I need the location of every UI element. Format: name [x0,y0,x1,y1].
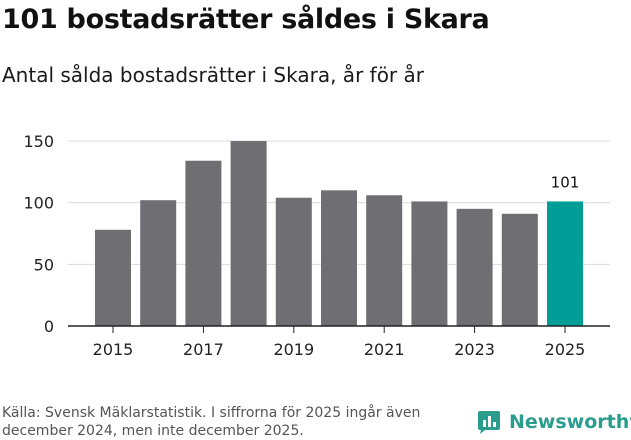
newsworthy-icon [478,411,500,434]
bar-chart: 0 50 100 150 2015 2017 2019 2021 2023 2025 101 [23,132,610,359]
bars [95,141,583,326]
x-tick-label-2025: 2025 [545,340,586,359]
data-labels: 101 [551,173,580,191]
x-tick-label-2015: 2015 [93,340,134,359]
bar-2017 [185,160,222,326]
x-tick-label-2017: 2017 [183,340,224,359]
chart-title: 101 bostadsrätter såldes i Skara [2,4,490,35]
bar-2019 [275,197,312,326]
y-axis-tick-labels: 0 50 100 150 [23,132,54,336]
bar-2020 [321,190,357,326]
chart-subtitle: Antal sålda bostadsrätter i Skara, år fö… [2,63,424,87]
bar-2022 [411,201,448,326]
bar-2015 [95,229,131,326]
bar-2016 [140,200,177,326]
newsworthy-logo: Newsworthy [476,408,631,436]
x-tick-label-2021: 2021 [364,340,405,359]
y-tick-label-0: 0 [44,317,54,336]
y-tick-label-150: 150 [23,132,54,151]
bar-2024 [501,213,538,326]
source-note: Källa: Svensk Mäklarstatistik. I siffror… [2,405,421,439]
bar-2018 [230,141,267,326]
x-axis: 2015 2017 2019 2021 2023 2025 [68,325,610,359]
x-tick-label-2023: 2023 [454,340,495,359]
y-tick-label-100: 100 [23,194,54,213]
brand-name: Newsworthy [509,411,631,433]
data-label-2025: 101 [551,173,580,191]
y-tick-label-50: 50 [34,255,54,274]
x-tick-label-2019: 2019 [273,340,314,359]
bar-2025 [547,201,583,326]
bar-2021 [366,195,403,326]
bar-2023 [456,208,493,326]
